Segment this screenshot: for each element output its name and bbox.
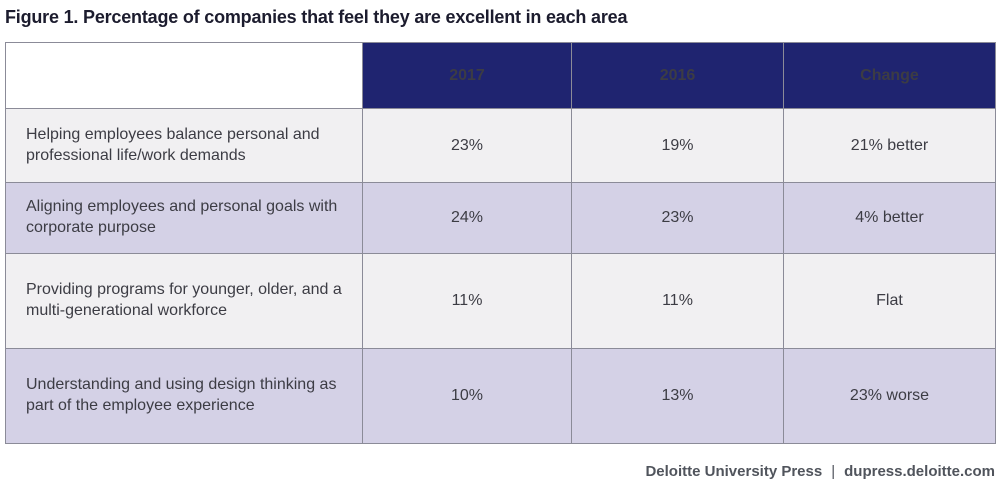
data-table: 2017 2016 Change Helping employees balan… <box>5 42 996 444</box>
table-row: Providing programs for younger, older, a… <box>5 253 996 349</box>
column-header-change: Change <box>783 42 996 109</box>
table-row: Aligning employees and personal goals wi… <box>5 182 996 254</box>
row-label: Aligning employees and personal goals wi… <box>5 182 363 254</box>
cell-2016-value: 23% <box>571 182 784 254</box>
footer-url: dupress.deloitte.com <box>844 463 995 480</box>
cell-2017-value: 23% <box>362 108 572 183</box>
cell-2016-value: 11% <box>571 253 784 349</box>
empty-header-cell <box>5 42 363 109</box>
cell-change-value: 23% worse <box>783 348 996 444</box>
row-label: Providing programs for younger, older, a… <box>5 253 363 349</box>
column-header-2016: 2016 <box>571 42 784 109</box>
cell-change-value: 21% better <box>783 108 996 183</box>
cell-2017-value: 24% <box>362 182 572 254</box>
cell-change-value: Flat <box>783 253 996 349</box>
cell-2017-value: 11% <box>362 253 572 349</box>
header-row: 2017 2016 Change <box>5 42 996 109</box>
cell-2016-value: 13% <box>571 348 784 444</box>
footer-publisher: Deloitte University Press <box>645 463 823 480</box>
row-label: Helping employees balance personal and p… <box>5 108 363 183</box>
table-row: Understanding and using design thinking … <box>5 348 996 444</box>
figure-title: Figure 1. Percentage of companies that f… <box>5 7 628 27</box>
column-header-2017: 2017 <box>362 42 572 109</box>
table-row: Helping employees balance personal and p… <box>5 108 996 183</box>
cell-2017-value: 10% <box>362 348 572 444</box>
footer: Deloitte University Press | dupress.deloit… <box>5 463 995 480</box>
row-label: Understanding and using design thinking … <box>5 348 363 444</box>
cell-2016-value: 19% <box>571 108 784 183</box>
footer-separator: | <box>831 463 836 480</box>
cell-change-value: 4% better <box>783 182 996 254</box>
